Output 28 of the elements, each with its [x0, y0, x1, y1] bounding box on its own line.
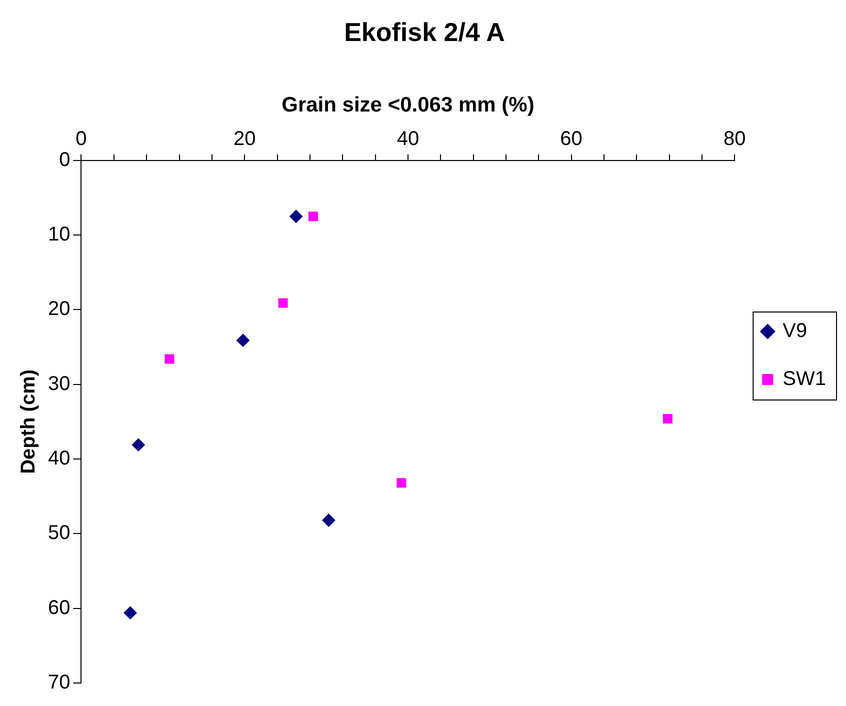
y-tick-label: 60 [48, 596, 70, 619]
y-tick-label: 30 [48, 372, 70, 395]
point [396, 478, 406, 488]
point [164, 354, 174, 364]
point [322, 514, 336, 527]
point [308, 212, 318, 222]
x-tick-label: 40 [396, 128, 420, 150]
x-axis-title: Grain size <0.063 mm (%) [282, 94, 534, 117]
y-tick-label: 40 [48, 448, 70, 470]
x-tick-label: 0 [76, 128, 87, 150]
legend-label: SW1 [782, 368, 826, 390]
x-tick-label: 20 [233, 128, 256, 150]
y-tick-label: 70 [48, 672, 70, 694]
point [132, 438, 145, 452]
point [290, 210, 303, 223]
y-axis-title: Depth (cm) [18, 369, 40, 474]
y-tick-label: 10 [48, 224, 70, 246]
point [662, 414, 672, 424]
point [124, 606, 137, 620]
y-tick-label: 20 [48, 298, 70, 320]
point [236, 334, 250, 347]
point [278, 298, 288, 308]
x-tick-label: 80 [724, 128, 746, 150]
x-tick-label: 60 [560, 128, 582, 150]
y-tick-label: 50 [48, 522, 70, 544]
legend-label: V9 [782, 320, 808, 342]
chart-title: Ekofisk 2/4 A [344, 16, 506, 47]
y-tick-label: 0 [59, 148, 70, 171]
